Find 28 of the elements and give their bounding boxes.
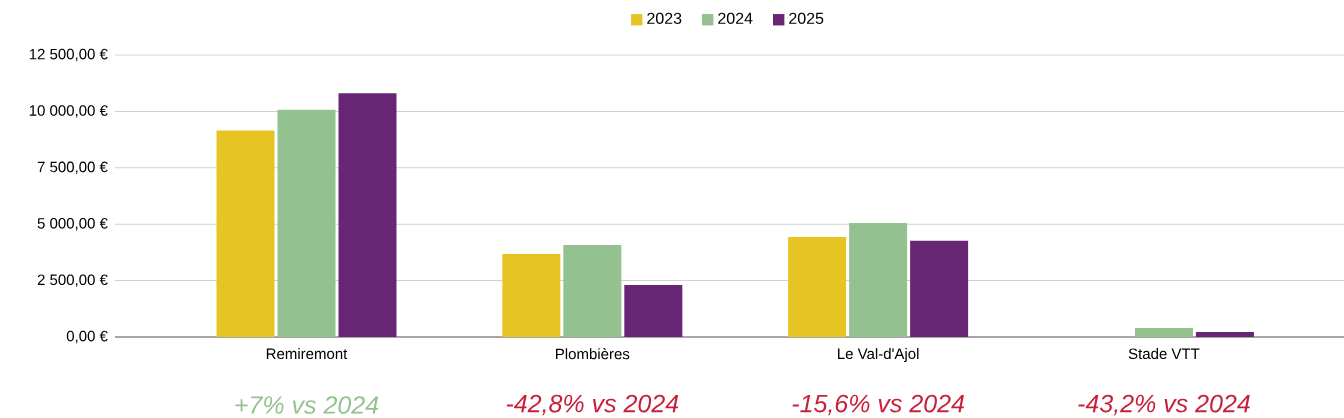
x-tick-label: Remiremont: [266, 348, 348, 360]
bar: [563, 244, 622, 337]
bar: [277, 109, 336, 337]
y-tick-label: 12 500,00 €: [29, 48, 108, 62]
bar: [338, 93, 397, 337]
legend-label: 2023: [647, 12, 682, 24]
bar: [788, 237, 847, 337]
x-tick-label: Le Val-d'Ajol: [838, 348, 919, 363]
y-tick-label: 0,00 €: [66, 330, 108, 344]
bar: [849, 223, 908, 337]
x-tick-label: Plombières: [556, 348, 630, 360]
text: -15,6% vs 2024: [792, 394, 964, 416]
text: -43,2% vs 2024: [1078, 394, 1250, 416]
x-tick-label: Stade VTT: [1128, 348, 1200, 360]
legend-label: 2025: [789, 12, 824, 24]
text: -42,8% vs 2024: [506, 394, 679, 416]
bar: [1134, 327, 1193, 337]
y-tick-label: 5 000,00 €: [37, 218, 108, 231]
bar: [216, 130, 275, 337]
bar: [502, 253, 561, 337]
bar: [624, 285, 683, 337]
legend-label: 2024: [718, 12, 753, 24]
y-tick-label: 10 000,00 €: [29, 105, 108, 118]
bar: [910, 240, 969, 337]
y-tick-label: 2 500,00 €: [37, 274, 108, 287]
bar: [1195, 332, 1254, 337]
y-tick-label: 7 500,00 €: [37, 161, 108, 174]
text: +7% vs 2024: [235, 396, 379, 414]
